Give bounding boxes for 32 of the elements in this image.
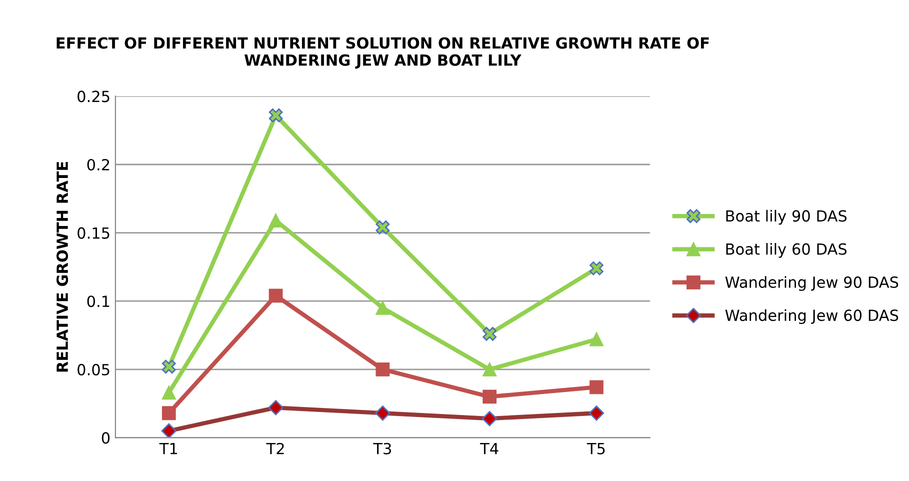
point <box>268 108 283 122</box>
point <box>590 380 604 394</box>
legend-label: Boat lily 60 DAS <box>726 243 847 258</box>
point <box>482 362 497 376</box>
point <box>162 386 176 400</box>
point <box>162 406 176 420</box>
point <box>268 288 283 303</box>
point <box>162 360 176 374</box>
point <box>376 220 390 234</box>
point <box>482 326 497 341</box>
x-tick-label: T2 <box>266 442 284 454</box>
point <box>590 332 604 346</box>
y-tick-label: 0.1 <box>87 296 110 308</box>
point <box>376 300 390 315</box>
point <box>268 214 283 228</box>
chart-title: EFFECT OF DIFFERENT NUTRIENT SOLUTION ON RELATIVE GROWTH RATE OF WANDERING JEW AND BOAT LILY <box>56 37 709 69</box>
y-axis-title: RELATIVE GROWTH RATE <box>56 162 68 372</box>
point <box>590 261 604 276</box>
legend-label: Wandering Jew 90 DAS <box>725 276 898 291</box>
x-tick-label: T4 <box>480 443 498 454</box>
y-tick-label: 0.2 <box>87 158 110 171</box>
y-tick-label: 0.25 <box>78 90 110 102</box>
y-tick-label: 0.05 <box>78 364 110 376</box>
y-tick-label: 0.15 <box>78 227 110 239</box>
point <box>376 362 390 376</box>
x-tick-label: T1 <box>159 443 178 454</box>
legend-label: Boat lily 90 DAS <box>726 210 847 225</box>
x-tick-label: T3 <box>373 442 391 454</box>
y-tick-label: 0 <box>102 432 110 444</box>
legend-label: Wandering Jew 60 DAS <box>725 309 898 324</box>
point <box>482 390 497 404</box>
x-tick-label: T5 <box>586 443 605 454</box>
